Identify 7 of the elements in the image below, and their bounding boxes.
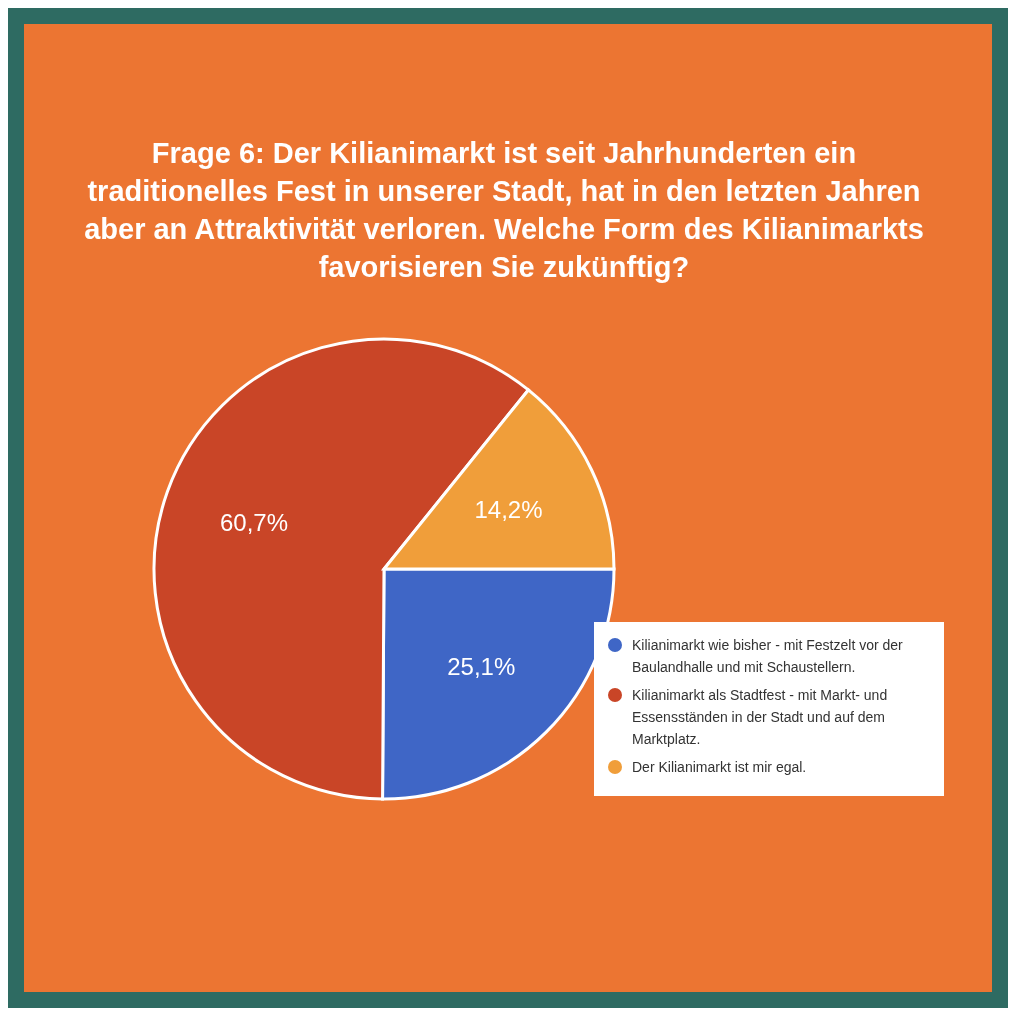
chart-title: Frage 6: Der Kilianimarkt ist seit Jahrhunderten ein traditionelles Fest in unserer Stadt, hat in den letzten Jahren aber an Attraktivität verloren. Welche Form des Kilianimarkts favorisieren Sie zukünftig?: [83, 136, 925, 285]
legend-label: Der Kilianimarkt ist mir egal.: [632, 758, 807, 777]
data-label: 60,7%: [219, 509, 289, 537]
data-label: 25,1%: [447, 653, 516, 681]
legend-label: Kilianimarkt wie bisher - mit Festzelt vor der Baulandhalle und mit Schaustellern.: [632, 636, 904, 677]
legend-label: Kilianimarkt als Stadtfest - mit Markt- und Essensständen in der Stadt und auf dem Marktplatz.: [632, 686, 889, 749]
data-label: 14,2%: [474, 495, 543, 523]
